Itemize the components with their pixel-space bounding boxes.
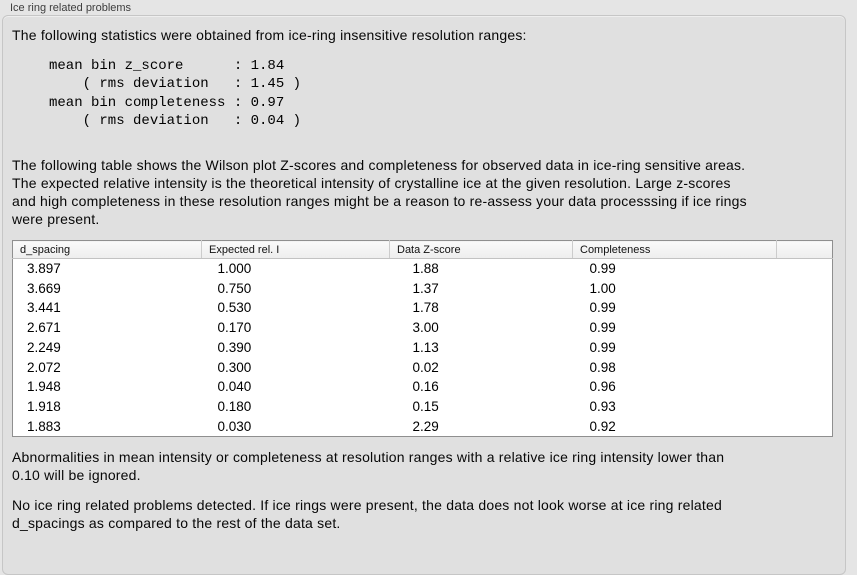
table-cell: 1.883 [27,418,61,434]
table-cell: 0.02 [412,359,439,375]
table-cell: 0.99 [589,261,616,277]
groupbox-title: Ice ring related problems [10,2,132,14]
table-header-row: d_spacing Expected rel. I Data Z-score Comp… [12,240,833,259]
table-cell-filler [777,318,833,338]
table-cell-filler [777,259,833,279]
table-row[interactable]: 1.918 0.180 0.15 0.93 [13,397,833,417]
table-cell: 0.92 [589,418,616,434]
table-cell: 2.072 [27,359,61,375]
table-cell: 3.669 [27,280,61,296]
table-cell: 0.15 [412,399,439,415]
table-cell: 0.99 [589,339,616,355]
table-row[interactable]: 2.249 0.390 1.13 0.99 [13,338,833,358]
table-row[interactable]: 2.671 0.170 3.00 0.99 [13,318,833,338]
table-row[interactable]: 3.897 1.000 1.88 0.99 [13,259,833,279]
table-cell: 1.88 [412,261,439,277]
conclusion-note: No ice ring related problems detected. I… [12,497,722,531]
table-cell: 1.13 [412,339,439,355]
ice-ring-table[interactable]: d_spacing Expected rel. I Data Z-score Comp… [12,240,833,437]
table-cell-filler [777,278,833,298]
table-cell: 0.170 [217,320,252,336]
table-row[interactable]: 2.072 0.300 0.02 0.98 [13,357,833,377]
column-header[interactable]: Completeness [572,240,777,259]
table-cell: 0.96 [589,379,616,395]
table-cell: 0.180 [217,399,252,415]
table-cell-filler [777,298,833,318]
table-cell: 3.897 [27,261,61,277]
table-cell: 3.00 [412,320,439,336]
table-cell: 1.37 [412,280,439,296]
ignore-rule-note: Abnormalities in mean intensity or compl… [12,449,725,483]
table-cell-filler [777,357,833,377]
table-cell: 0.030 [217,418,252,434]
table-cell: 2.671 [27,320,61,336]
table-row[interactable]: 3.669 0.750 1.37 1.00 [13,278,833,298]
table-cell-filler [777,417,833,437]
table-cell: 0.390 [217,339,252,355]
table-cell: 0.99 [589,300,616,316]
table-cell: 0.530 [217,300,252,316]
table-cell: 0.750 [217,280,252,296]
table-cell: 0.98 [589,359,616,375]
column-header-filler [776,240,833,259]
table-cell: 3.441 [27,300,61,316]
table-cell: 1.00 [589,280,616,296]
table-cell: 0.300 [217,359,252,375]
table-cell: 0.99 [589,320,616,336]
column-header[interactable]: Expected rel. I [201,240,390,259]
statistics-values-block: mean bin z_score : 1.84 ( rms deviation … [49,58,302,129]
table-cell: 1.000 [217,261,252,277]
table-cell-filler [777,377,833,397]
table-cell: 1.78 [412,300,439,316]
table-row[interactable]: 1.948 0.040 0.16 0.96 [13,377,833,397]
table-cell: 2.249 [27,339,61,355]
table-row[interactable]: 3.441 0.530 1.78 0.99 [13,298,833,318]
statistics-intro-text: The following statistics were obtained f… [12,27,527,43]
table-cell: 1.948 [27,379,61,395]
column-header[interactable]: d_spacing [12,240,202,259]
table-row[interactable]: 1.883 0.030 2.29 0.92 [13,417,833,437]
table-description-text: The following table shows the Wilson plo… [12,157,747,227]
table-cell: 0.93 [589,399,616,415]
table-cell: 1.918 [27,399,61,415]
column-header[interactable]: Data Z-score [389,240,573,259]
table-cell: 0.16 [412,379,439,395]
table-body: 3.897 1.000 1.88 0.99 3.669 0.750 1.37 1.00 3.44… [13,259,833,437]
table-cell-filler [777,338,833,358]
table-cell: 0.040 [217,379,252,395]
table-cell-filler [777,397,833,417]
table-cell: 2.29 [412,418,439,434]
